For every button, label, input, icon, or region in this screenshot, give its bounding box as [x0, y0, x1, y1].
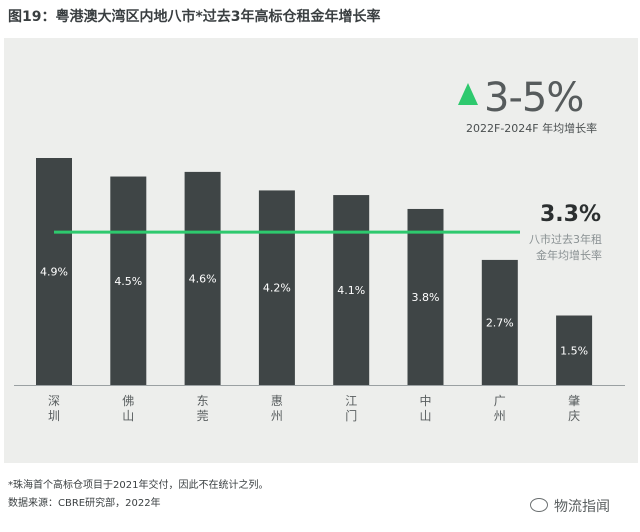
category-label-3: 惠州 [271, 394, 283, 423]
source-note: 数据来源：CBRE研究部，2022年 [8, 498, 161, 509]
bar-2 [184, 171, 221, 385]
category-label-7: 肇庆 [568, 393, 580, 423]
bar-6 [481, 259, 518, 385]
chart-panel [4, 38, 638, 463]
data-label-3: 4.2% [263, 282, 291, 295]
footnote: *珠海首个高标仓项目于2021年交付，因此不在统计之列。 [8, 480, 269, 491]
bar-4 [333, 195, 370, 385]
forecast-range-caption: 2022F-2024F 年均增长率 [466, 122, 598, 135]
data-label-5: 3.8% [412, 291, 440, 304]
forecast-range-text: 3-5% [484, 75, 584, 121]
watermark: 物流指闻 [530, 496, 610, 516]
category-label-0: 深圳 [48, 394, 60, 423]
category-label-4: 江门 [345, 394, 357, 423]
bar-3 [258, 190, 295, 385]
data-label-6: 2.7% [486, 316, 514, 329]
data-label-7: 1.5% [560, 344, 588, 357]
wechat-icon [530, 498, 548, 512]
up-triangle-icon [458, 83, 478, 105]
forecast-range-value: 3-5% [458, 75, 584, 121]
category-label-5: 中山 [419, 393, 431, 423]
average-growth-caption: 八市过去3年租金年均增长率 [529, 233, 602, 262]
bar-5 [407, 208, 444, 385]
chart-title: 图19：粤港澳大湾区内地八市*过去3年高标仓租金年增长率 [8, 9, 381, 25]
category-label-1: 佛山 [122, 394, 134, 423]
data-label-2: 4.6% [189, 272, 217, 285]
data-label-1: 4.5% [114, 275, 142, 288]
bar-7 [556, 315, 593, 385]
bar-0 [36, 158, 72, 385]
category-label-2: 东莞 [197, 394, 209, 423]
data-label-0: 4.9% [40, 266, 68, 279]
data-label-4: 4.1% [337, 284, 365, 297]
category-label-6: 广州 [494, 394, 506, 423]
watermark-text: 物流指闻 [554, 499, 610, 515]
bar-1 [110, 176, 147, 385]
average-growth-value: 3.3% [540, 202, 602, 227]
